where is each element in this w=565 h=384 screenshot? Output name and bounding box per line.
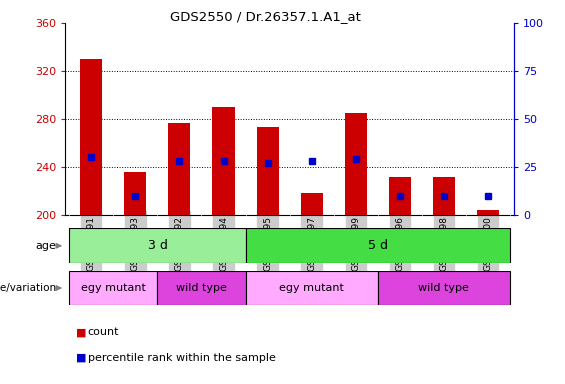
Text: percentile rank within the sample: percentile rank within the sample: [88, 353, 276, 363]
Bar: [377, 271, 510, 305]
Text: wild type: wild type: [418, 283, 469, 293]
Text: 3 d: 3 d: [147, 239, 167, 252]
Bar: [69, 271, 158, 305]
Bar: [80, 59, 102, 215]
Bar: [301, 194, 323, 215]
Text: 5 d: 5 d: [368, 239, 388, 252]
Text: age: age: [36, 241, 56, 251]
Bar: [246, 271, 377, 305]
Text: ■: ■: [76, 353, 87, 363]
Bar: [69, 228, 246, 263]
Bar: [212, 107, 234, 215]
Text: egy mutant: egy mutant: [81, 283, 146, 293]
Text: ■: ■: [76, 327, 87, 337]
Text: count: count: [88, 327, 119, 337]
Text: wild type: wild type: [176, 283, 227, 293]
Bar: [345, 113, 367, 215]
Bar: [389, 177, 411, 215]
Bar: [257, 127, 279, 215]
Bar: [168, 122, 190, 215]
Bar: [158, 271, 246, 305]
Text: GDS2550 / Dr.26357.1.A1_at: GDS2550 / Dr.26357.1.A1_at: [170, 10, 361, 23]
Bar: [433, 177, 455, 215]
Text: genotype/variation: genotype/variation: [0, 283, 56, 293]
Bar: [124, 172, 146, 215]
Bar: [477, 210, 499, 215]
Text: egy mutant: egy mutant: [279, 283, 344, 293]
Bar: [246, 228, 510, 263]
